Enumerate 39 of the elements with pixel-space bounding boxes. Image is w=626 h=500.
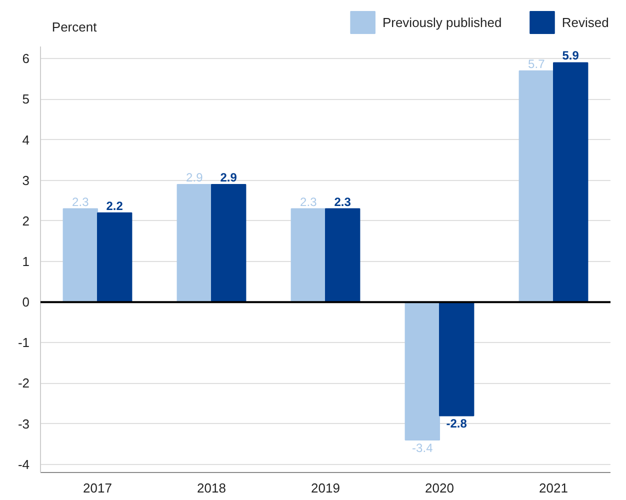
bar [97,212,132,303]
data-label: 5.7 [528,56,546,71]
y-tick-label: 4 [22,132,30,148]
bar [176,184,212,303]
x-tick-label: 2020 [425,480,454,496]
y-tick-label: -4 [18,456,30,472]
y-tick-label: -2 [18,376,30,391]
y-tick-label: -3 [18,416,30,432]
y-tick-label: -1 [18,335,30,350]
data-label: 5.9 [562,48,580,63]
bar [211,184,246,303]
data-label: 2.3 [300,194,318,209]
legend-label: Previously published [382,15,502,30]
data-label: 2.3 [72,194,90,209]
x-tick-label: 2018 [197,480,226,496]
bar [290,208,326,303]
x-tick-label: 2021 [539,480,568,496]
legend-label: Revised [562,15,609,30]
bar [325,208,360,303]
bar [553,62,588,303]
bar [62,208,98,303]
x-tick-label: 2019 [311,480,340,496]
y-axis-title: Percent [52,20,98,34]
bar [518,70,554,303]
x-tick-label: 2017 [83,480,112,496]
y-tick-label: 1 [22,254,30,270]
data-label: 2.9 [186,170,204,184]
y-tick-label: 3 [22,172,30,188]
data-label: -3.4 [412,441,434,456]
y-tick-label: 5 [22,92,30,107]
y-tick-label: 6 [22,51,30,66]
data-label: 2.2 [106,198,124,213]
data-label: 2.9 [220,170,238,184]
data-label: 2.3 [334,194,352,209]
data-label: -2.8 [446,416,468,431]
bar [404,302,440,441]
bar [439,302,474,416]
y-tick-label: 0 [22,294,30,310]
y-tick-label: 2 [22,213,30,228]
